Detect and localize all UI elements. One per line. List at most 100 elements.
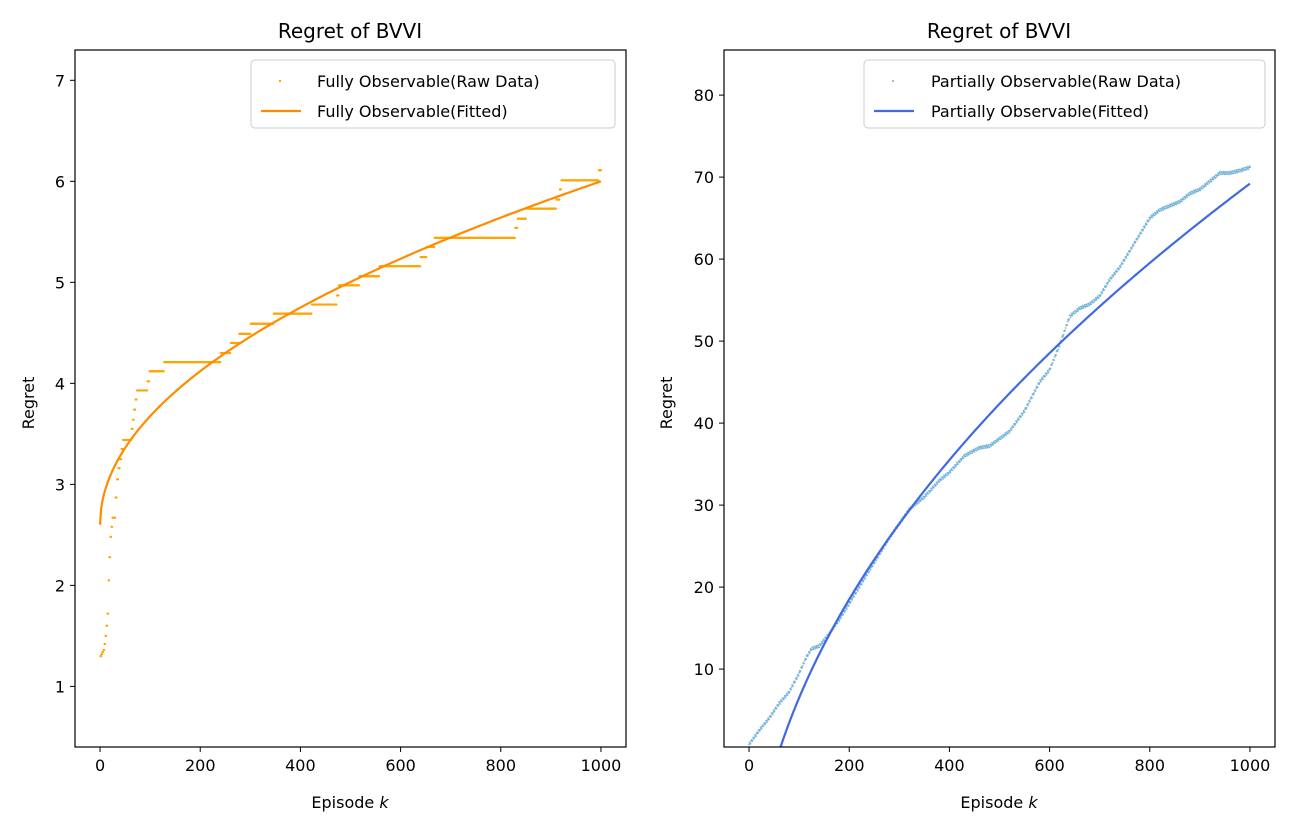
data-point xyxy=(524,217,527,220)
data-point xyxy=(755,735,757,738)
data-point xyxy=(1131,246,1134,248)
chart-title: Regret of BVVI xyxy=(278,19,422,43)
y-tick-label: 40 xyxy=(694,414,714,433)
data-point xyxy=(1219,170,1221,173)
data-point xyxy=(992,444,994,446)
x-tick-label: 400 xyxy=(934,756,965,775)
data-point xyxy=(249,332,252,335)
x-tick-label: 400 xyxy=(285,756,316,775)
data-point xyxy=(513,236,516,239)
data-point xyxy=(1088,304,1091,307)
x-tick-label: 1000 xyxy=(1230,756,1271,775)
data-point xyxy=(1203,185,1206,188)
data-point xyxy=(1164,208,1167,210)
x-axis: 0 200 400 600 800 1000 xyxy=(95,747,621,775)
data-point xyxy=(1034,390,1037,393)
data-point xyxy=(1208,181,1211,183)
data-point xyxy=(1165,205,1168,208)
x-axis-label-variable: k xyxy=(1028,793,1038,812)
data-point xyxy=(1189,191,1192,194)
data-point xyxy=(797,674,800,677)
data-point xyxy=(1127,253,1130,256)
data-point xyxy=(947,473,950,476)
data-point xyxy=(777,703,780,706)
data-point xyxy=(1170,202,1173,205)
data-point xyxy=(936,483,939,486)
x-tick-label: 600 xyxy=(385,756,416,775)
y-tick-label: 4 xyxy=(55,374,65,393)
data-point xyxy=(1233,171,1235,174)
data-point xyxy=(843,611,846,614)
data-point xyxy=(433,245,436,249)
data-point xyxy=(1062,333,1065,336)
data-point xyxy=(749,742,752,745)
data-point xyxy=(940,478,943,481)
data-point xyxy=(1171,204,1174,207)
data-point xyxy=(983,446,985,449)
data-point xyxy=(1154,213,1157,216)
data-point xyxy=(1221,171,1223,174)
data-point xyxy=(770,715,772,718)
data-point xyxy=(838,618,841,621)
y-tick-label: 7 xyxy=(55,71,65,90)
data-point xyxy=(1068,317,1071,320)
data-point xyxy=(1086,304,1089,307)
x-tick-label: 800 xyxy=(1134,756,1165,775)
data-point xyxy=(792,684,795,687)
data-point xyxy=(931,485,934,488)
data-point xyxy=(1149,218,1152,221)
data-point xyxy=(851,599,854,601)
data-point xyxy=(811,646,814,649)
data-point xyxy=(1001,436,1004,439)
legend-label-fitted: Partially Observable(Fitted) xyxy=(931,102,1149,121)
data-point xyxy=(1106,283,1109,286)
data-point xyxy=(131,427,134,430)
data-point xyxy=(1157,208,1160,211)
data-point xyxy=(1055,354,1057,356)
data-point xyxy=(1238,170,1241,173)
data-point xyxy=(1230,170,1232,173)
data-point xyxy=(1167,206,1170,209)
data-point xyxy=(119,458,123,461)
data-point xyxy=(1099,295,1102,298)
data-point xyxy=(1049,367,1052,370)
x-tick-label: 1000 xyxy=(581,756,622,775)
data-point xyxy=(1180,200,1183,203)
data-point xyxy=(106,612,110,615)
data-point xyxy=(999,438,1002,441)
data-point xyxy=(794,680,797,683)
data-point xyxy=(779,702,781,705)
data-point xyxy=(942,478,944,480)
data-point xyxy=(1231,172,1233,175)
data-point xyxy=(803,662,806,665)
series-fitted-line xyxy=(779,182,1251,747)
chart-title: Regret of BVVI xyxy=(927,19,1071,43)
data-point xyxy=(972,450,974,453)
data-point xyxy=(1032,394,1035,396)
data-point xyxy=(102,648,106,652)
data-point xyxy=(949,471,952,474)
data-point xyxy=(1143,226,1146,229)
data-point xyxy=(808,652,811,655)
data-point xyxy=(219,361,222,364)
data-point xyxy=(1179,200,1182,203)
data-point xyxy=(997,439,1000,442)
data-point xyxy=(1243,166,1245,169)
data-point xyxy=(1138,235,1141,238)
plot-marks xyxy=(748,165,1251,747)
series-raw-data xyxy=(748,165,1251,746)
data-point xyxy=(821,642,824,645)
data-point xyxy=(1056,350,1059,353)
data-point xyxy=(1125,257,1128,260)
data-point xyxy=(785,692,788,695)
data-point xyxy=(946,474,948,477)
data-point xyxy=(842,613,845,616)
legend-label-raw: Fully Observable(Raw Data) xyxy=(317,72,540,91)
data-point xyxy=(110,525,114,528)
legend-marker-raw xyxy=(892,80,894,82)
data-point xyxy=(1145,223,1148,226)
data-point xyxy=(1007,432,1009,435)
x-axis-label-text: Episode xyxy=(960,793,1028,812)
data-point xyxy=(1010,429,1013,431)
data-point xyxy=(105,624,109,627)
